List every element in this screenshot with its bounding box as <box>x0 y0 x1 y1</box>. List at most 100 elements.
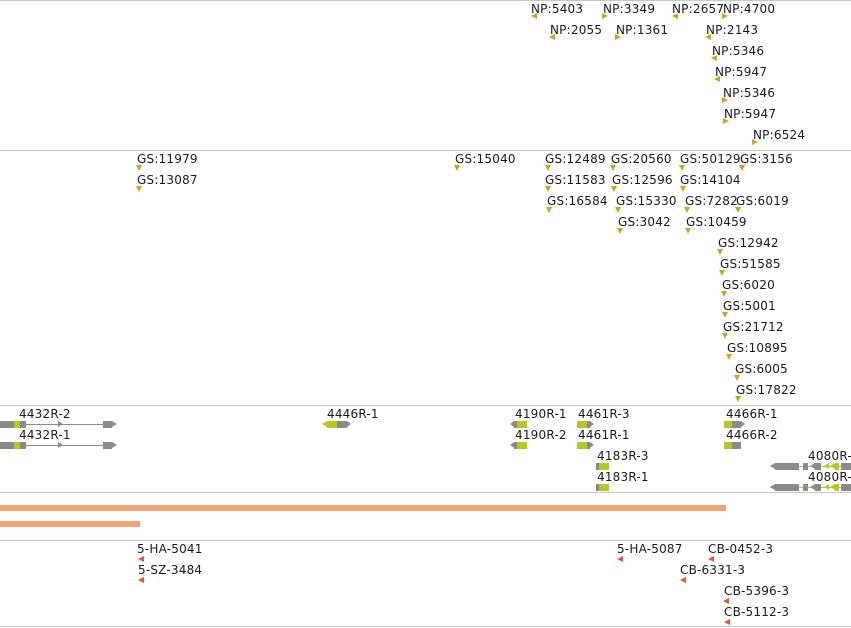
gene-model[interactable] <box>322 421 352 428</box>
feature-marker[interactable] <box>138 577 144 583</box>
gene-label[interactable]: 4190R-2 <box>515 428 567 442</box>
feature-marker[interactable] <box>680 186 686 192</box>
gene-model[interactable] <box>724 442 746 449</box>
feature-label[interactable]: GS:21712 <box>723 320 784 334</box>
feature-label[interactable]: 5-HA-5087 <box>617 542 683 556</box>
feature-marker[interactable] <box>708 556 714 562</box>
feature-label[interactable]: GS:12489 <box>545 152 606 166</box>
gene-model[interactable] <box>596 484 614 491</box>
feature-label[interactable]: 5-HA-5041 <box>137 542 203 556</box>
gene-label[interactable]: 4466R-1 <box>726 407 778 421</box>
feature-label[interactable]: NP:4700 <box>723 2 776 16</box>
feature-marker[interactable] <box>724 619 730 625</box>
feature-label[interactable]: GS:12942 <box>718 236 779 250</box>
feature-marker[interactable] <box>545 186 551 192</box>
coverage-bar[interactable] <box>0 505 726 511</box>
feature-label[interactable]: GS:11979 <box>137 152 198 166</box>
feature-label[interactable]: GS:11583 <box>545 173 606 187</box>
feature-marker[interactable] <box>722 333 728 339</box>
gene-label[interactable]: 4466R-2 <box>726 428 778 442</box>
gene-model[interactable] <box>510 442 528 449</box>
feature-marker[interactable] <box>615 34 621 40</box>
gene-label[interactable]: 4432R-1 <box>19 428 71 442</box>
feature-marker[interactable] <box>545 165 551 171</box>
feature-marker[interactable] <box>723 118 729 124</box>
feature-label[interactable]: GS:10895 <box>727 341 788 355</box>
gene-label[interactable]: 4183R-1 <box>597 470 649 484</box>
feature-label[interactable]: CB-5112-3 <box>724 605 790 619</box>
feature-label[interactable]: GS:10459 <box>686 215 747 229</box>
feature-label[interactable]: GS:6019 <box>736 194 789 208</box>
gene-label[interactable]: 4183R-3 <box>597 449 649 463</box>
feature-label[interactable]: NP:5947 <box>724 107 777 121</box>
feature-label[interactable]: NP:2143 <box>706 23 759 37</box>
feature-label[interactable]: CB-6331-3 <box>680 563 746 577</box>
feature-marker[interactable] <box>136 165 142 171</box>
feature-label[interactable]: 5-SZ-3484 <box>138 563 203 577</box>
feature-marker[interactable] <box>138 556 144 562</box>
gene-label[interactable]: 4461R-1 <box>578 428 630 442</box>
feature-marker[interactable] <box>734 375 740 381</box>
feature-marker[interactable] <box>685 228 691 234</box>
feature-marker[interactable] <box>680 577 686 583</box>
feature-label[interactable]: GS:7282 <box>685 194 738 208</box>
feature-label[interactable]: CB-0452-3 <box>708 542 774 556</box>
feature-label[interactable]: NP:1361 <box>616 23 669 37</box>
feature-label[interactable]: GS:15330 <box>616 194 677 208</box>
feature-label[interactable]: GS:12596 <box>612 173 673 187</box>
gene-model[interactable] <box>770 463 851 470</box>
feature-label[interactable]: NP:3349 <box>603 2 656 16</box>
coverage-bar[interactable] <box>0 521 140 527</box>
feature-label[interactable]: NP:2657 <box>672 2 725 16</box>
feature-label[interactable]: NP:5346 <box>723 86 776 100</box>
gene-model[interactable] <box>596 463 614 470</box>
feature-marker[interactable] <box>721 291 727 297</box>
feature-label[interactable]: GS:16584 <box>547 194 608 208</box>
gene-model[interactable] <box>0 442 118 449</box>
gene-label[interactable]: 4446R-1 <box>327 407 379 421</box>
feature-marker[interactable] <box>615 207 621 213</box>
gene-model[interactable] <box>770 484 851 491</box>
feature-marker[interactable] <box>454 165 460 171</box>
feature-marker[interactable] <box>531 13 537 19</box>
feature-marker[interactable] <box>723 598 729 604</box>
feature-marker[interactable] <box>722 13 728 19</box>
feature-marker[interactable] <box>735 396 741 402</box>
gene-model[interactable] <box>510 421 528 428</box>
feature-marker[interactable] <box>672 13 678 19</box>
feature-marker[interactable] <box>611 186 617 192</box>
feature-label[interactable]: GS:13087 <box>137 173 198 187</box>
gene-label[interactable]: 4461R-3 <box>578 407 630 421</box>
feature-label[interactable]: NP:5403 <box>531 2 584 16</box>
feature-marker[interactable] <box>679 165 685 171</box>
feature-label[interactable]: GS:17822 <box>736 383 797 397</box>
feature-label[interactable]: NP:6524 <box>753 128 806 142</box>
feature-label[interactable]: GS:6020 <box>722 278 775 292</box>
feature-label[interactable]: GS:51585 <box>720 257 781 271</box>
feature-marker[interactable] <box>705 34 711 40</box>
feature-marker[interactable] <box>711 55 717 61</box>
feature-marker[interactable] <box>610 165 616 171</box>
feature-marker[interactable] <box>722 312 728 318</box>
gene-label[interactable]: 4432R-2 <box>19 407 71 421</box>
feature-marker[interactable] <box>717 249 723 255</box>
feature-label[interactable]: GS:5001 <box>723 299 776 313</box>
feature-label[interactable]: GS:20560 <box>611 152 672 166</box>
feature-marker[interactable] <box>546 207 552 213</box>
feature-marker[interactable] <box>735 207 741 213</box>
gene-label[interactable]: 4080R- <box>808 449 851 463</box>
feature-label[interactable]: GS:15040 <box>455 152 516 166</box>
feature-marker[interactable] <box>617 556 623 562</box>
feature-label[interactable]: CB-5396-3 <box>724 584 790 598</box>
gene-model[interactable] <box>724 421 746 428</box>
feature-label[interactable]: NP:5346 <box>712 44 765 58</box>
feature-marker[interactable] <box>722 97 728 103</box>
feature-marker[interactable] <box>719 270 725 276</box>
feature-marker[interactable] <box>726 354 732 360</box>
feature-label[interactable]: GS:3042 <box>618 215 671 229</box>
feature-marker[interactable] <box>136 186 142 192</box>
feature-marker[interactable] <box>739 165 745 171</box>
feature-marker[interactable] <box>617 228 623 234</box>
gene-model[interactable] <box>0 421 118 428</box>
feature-label[interactable]: GS:3156 <box>740 152 793 166</box>
